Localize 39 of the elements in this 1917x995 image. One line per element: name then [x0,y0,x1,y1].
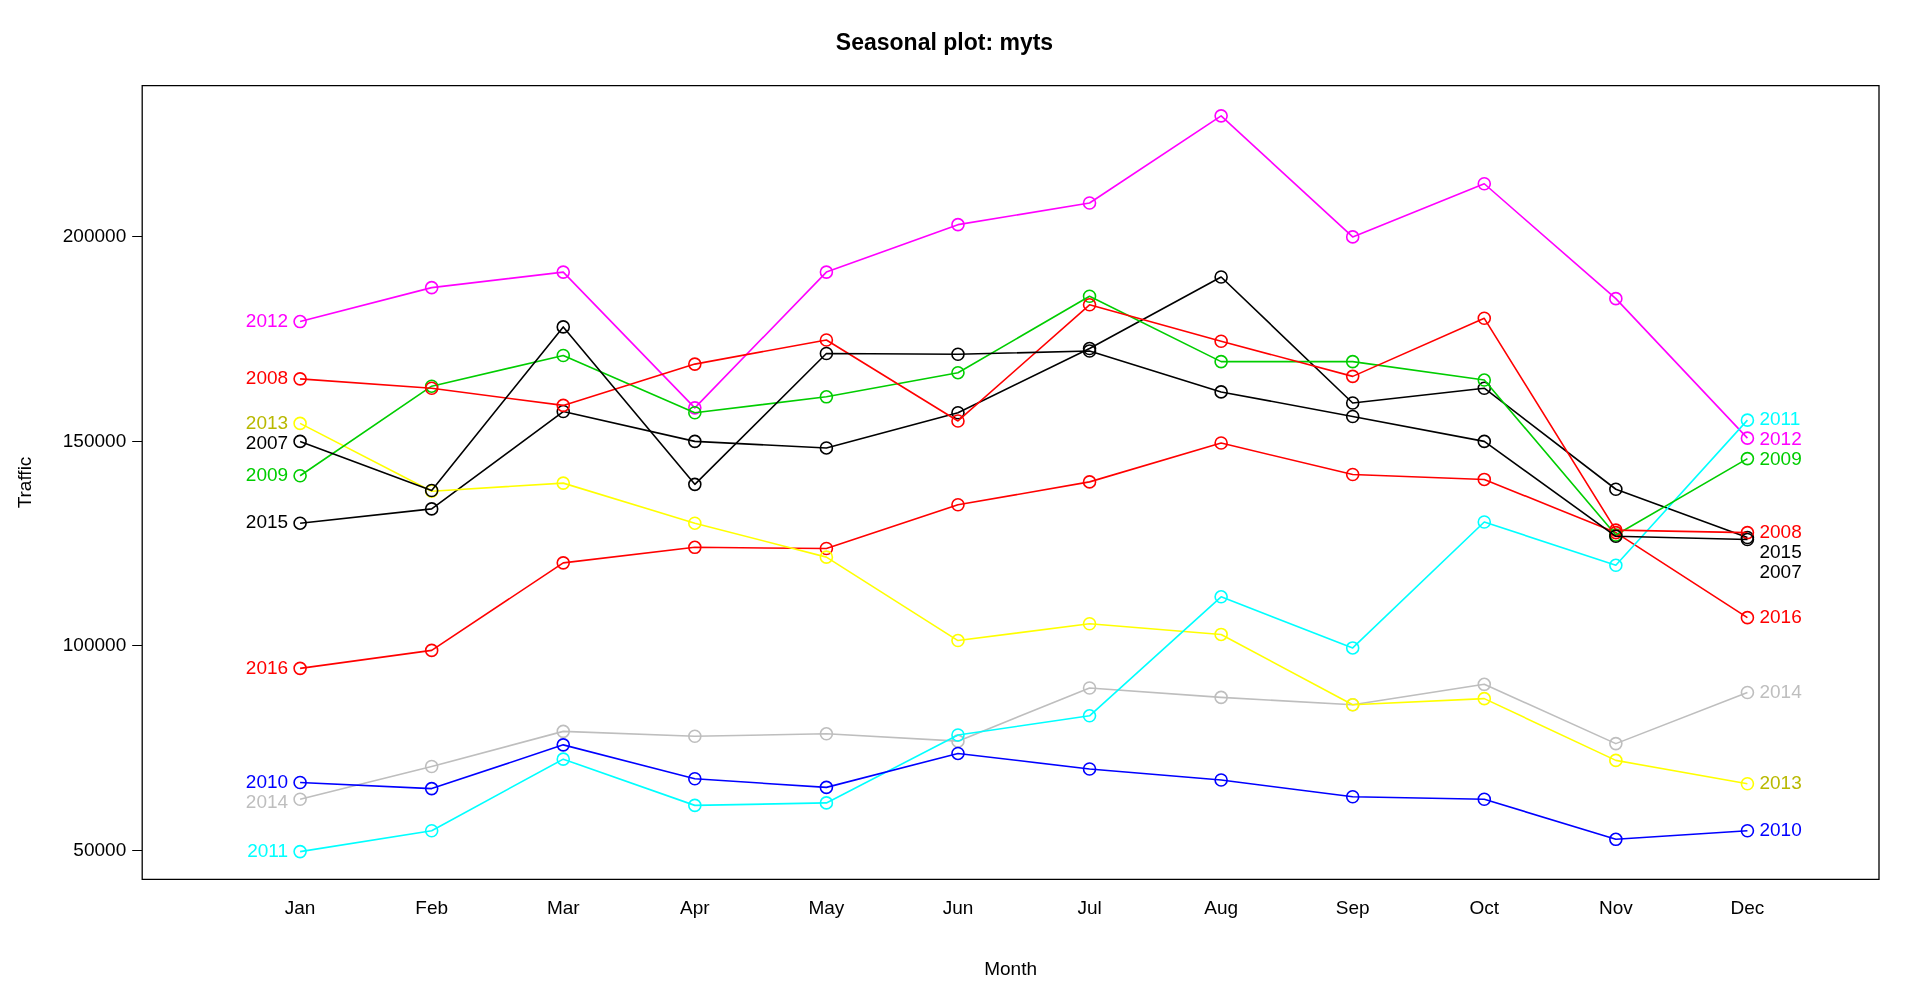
x-tick-label: Apr [680,897,711,919]
text: 2010 [245,770,289,792]
x-tick-label: Jun [942,897,974,919]
text: 2016 [245,656,289,678]
x-tick-label: Jan [284,897,316,919]
x-tick-label: Aug [1204,897,1239,919]
series-label: 2009 [1759,448,1802,470]
x-tick-label: Dec [1730,897,1765,919]
text: 2015 [1759,540,1802,562]
y-tick-label: 50000 [73,838,127,860]
text: 2012 [245,309,289,331]
series-label: 2016 [1759,605,1802,627]
series-label: 2011 [1759,408,1801,430]
series-label: 2015 [245,511,289,533]
y-axis-title: Traffic [13,456,35,509]
series-label: 2013 [1759,771,1802,793]
text: 2011 [247,839,289,861]
x-axis-title: Month [984,957,1038,979]
x-tick-label: Sep [1335,897,1370,919]
series-label: 2014 [1759,680,1803,702]
y-tick-label: 150000 [62,429,127,451]
x-tick-label: Feb [415,897,449,919]
text: 2007 [1759,560,1802,582]
text: 2008 [245,367,289,389]
series-label: 2007 [245,431,289,453]
y-tick-label: 200000 [62,225,127,247]
text: 2014 [245,790,289,812]
text: 2009 [245,463,289,485]
series-label: 2012 [1759,428,1802,450]
x-tick-label: May [808,897,845,919]
series-label: 2010 [1759,818,1802,840]
chart-title: Seasonal plot: myts [835,29,1054,56]
x-tick-label: Nov [1598,897,1634,919]
series-label: 2008 [1759,520,1802,542]
text: 2013 [245,411,289,433]
y-tick-label: 100000 [62,634,127,656]
x-tick-label: Mar [546,897,581,919]
x-tick-label: Jul [1077,897,1102,919]
x-tick-label: Oct [1469,897,1500,919]
